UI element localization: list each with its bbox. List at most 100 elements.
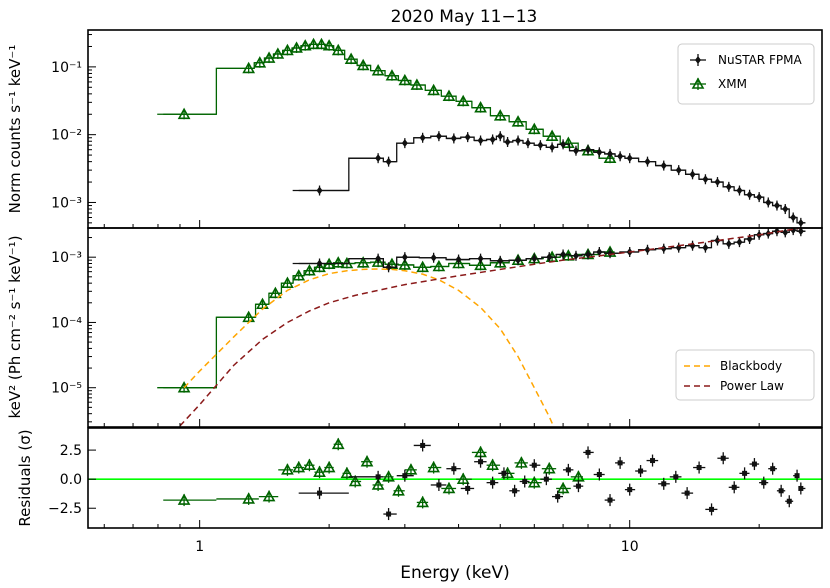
nustar-fpma-point xyxy=(782,205,789,214)
nustar-fpma-point xyxy=(375,154,382,163)
nustar-fpma-point xyxy=(497,132,504,141)
nustar-fpma-point xyxy=(385,157,392,166)
xmm-point xyxy=(269,286,282,299)
nustar-fpma-point xyxy=(725,239,732,248)
xmm-point xyxy=(344,52,358,64)
xmm-point xyxy=(262,51,276,63)
xmm-point xyxy=(313,260,326,273)
xmm-point xyxy=(281,463,294,475)
xmm-point xyxy=(515,456,528,468)
xmm-point xyxy=(545,129,559,141)
panel-spectrum: 10⁻³ 10⁻⁴ 10⁻⁵ keV² (Ph cm⁻² s⁻¹ keV⁻¹) xyxy=(6,227,823,428)
y-tick-label: 10⁻¹ xyxy=(51,60,82,76)
xmm-point xyxy=(262,489,276,502)
legend-power-law-label: Power Law xyxy=(720,379,784,393)
y-axis-title-spectrum: keV² (Ph cm⁻² s⁻¹ keV⁻¹) xyxy=(6,235,24,418)
nustar-fpma-point xyxy=(607,149,614,158)
nustar-fpma-point xyxy=(555,494,561,500)
nustar-fpma-point xyxy=(797,228,804,236)
nustar-fpma-point xyxy=(725,182,732,191)
xmm-point xyxy=(493,256,507,268)
y-tick-label: 2.5 xyxy=(60,443,82,459)
nustar-fpma-point xyxy=(660,244,667,253)
nustar-fpma-model-step xyxy=(292,135,806,224)
nustar-fpma-point xyxy=(782,228,789,237)
xmm-point xyxy=(322,39,336,51)
nustar-fpma-point xyxy=(515,256,522,265)
nustar-fpma-point xyxy=(684,490,690,496)
xmm-point xyxy=(442,89,456,101)
nustar-fpma-point xyxy=(627,487,633,493)
xmm-point xyxy=(456,94,470,107)
xmm-point xyxy=(303,264,316,276)
xmm-point xyxy=(331,43,345,56)
legend-components: Blackbody Power Law xyxy=(675,349,815,401)
xmm-point xyxy=(356,256,370,268)
xmm-point xyxy=(404,463,418,475)
nustar-fpma-point xyxy=(455,255,462,264)
xmm-point xyxy=(298,39,312,51)
nustar-fpma-point xyxy=(650,458,656,464)
xmm-point xyxy=(242,310,256,323)
nustar-fpma-point xyxy=(786,498,792,504)
nustar-fpma-point xyxy=(489,135,496,144)
nustar-fpma-point xyxy=(419,133,426,142)
xmm-point xyxy=(527,122,541,135)
nustar-fpma-point xyxy=(746,190,753,199)
nustar-fpma-point xyxy=(572,146,579,155)
xmm-point xyxy=(527,476,541,488)
nustar-fpma-point xyxy=(531,254,538,263)
nustar-fpma-point xyxy=(477,136,484,145)
nustar-fpma-point xyxy=(575,483,581,489)
nustar-fpma-point xyxy=(572,251,579,260)
nustar-fpma-point xyxy=(565,467,571,473)
nustar-fpma-point xyxy=(689,170,696,179)
xmm-point xyxy=(561,136,575,148)
xmm-point xyxy=(427,460,440,473)
nustar-fpma-point xyxy=(375,254,382,263)
nustar-fpma-point xyxy=(451,466,457,472)
nustar-fpma-point xyxy=(420,442,426,448)
nustar-fpma-point xyxy=(402,473,408,479)
nustar-fpma-point xyxy=(585,145,592,154)
nustar-fpma-point xyxy=(778,488,784,494)
nustar-fpma-point xyxy=(477,254,484,263)
nustar-fpma-point xyxy=(524,139,531,148)
xmm-model-step xyxy=(157,43,615,159)
xmm-point xyxy=(281,276,294,288)
xmm-point xyxy=(432,259,446,272)
xmm-point xyxy=(331,437,345,450)
nustar-fpma-point xyxy=(702,243,709,252)
xmm-point xyxy=(242,61,256,74)
nustar-fpma-point xyxy=(736,186,743,195)
xmm-point xyxy=(416,495,430,508)
legend-nustar-fpma-marker xyxy=(695,56,701,64)
nustar-fpma-point xyxy=(478,459,484,465)
nustar-fpma-point xyxy=(675,166,682,175)
nustar-fpma-point xyxy=(549,143,556,152)
nustar-fpma-point xyxy=(638,468,644,474)
nustar-fpma-point xyxy=(585,449,591,455)
blackbody-model-line xyxy=(183,268,555,427)
nustar-fpma-point xyxy=(512,488,518,494)
nustar-fpma-point xyxy=(401,253,408,262)
nustar-fpma-point xyxy=(317,490,323,496)
nustar-fpma-point xyxy=(490,480,496,486)
nustar-fpma-point xyxy=(696,465,702,471)
nustar-fpma-point xyxy=(720,455,726,461)
nustar-fpma-point xyxy=(401,139,408,148)
nustar-fpma-point xyxy=(765,198,772,207)
y-tick-label: 0.0 xyxy=(60,472,82,488)
nustar-fpma-point xyxy=(560,140,567,149)
xmm-point xyxy=(382,470,395,482)
nustar-fpma-point xyxy=(709,506,715,512)
nustar-fpma-point xyxy=(560,250,567,259)
power-law-model-line xyxy=(179,228,801,427)
nustar-fpma-point xyxy=(465,485,471,491)
xmm-point xyxy=(360,455,374,467)
xmm-point xyxy=(315,37,328,50)
panel-spectrum-frame xyxy=(87,227,823,428)
y-tick-label: −2.5 xyxy=(48,501,82,517)
xmm-point xyxy=(356,58,370,71)
nustar-fpma-point xyxy=(596,472,602,478)
